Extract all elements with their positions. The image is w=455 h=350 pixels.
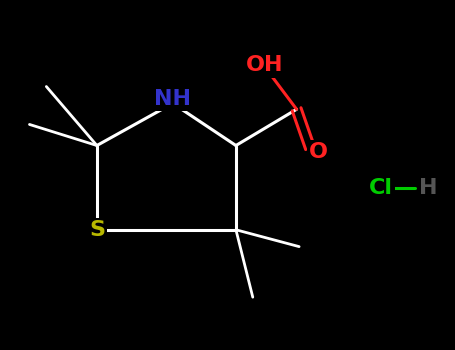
Text: O: O: [309, 142, 328, 162]
Text: H: H: [419, 178, 437, 198]
Text: S: S: [89, 220, 105, 240]
Text: NH: NH: [154, 89, 191, 109]
Text: OH: OH: [246, 55, 283, 76]
Text: Cl: Cl: [369, 178, 393, 198]
